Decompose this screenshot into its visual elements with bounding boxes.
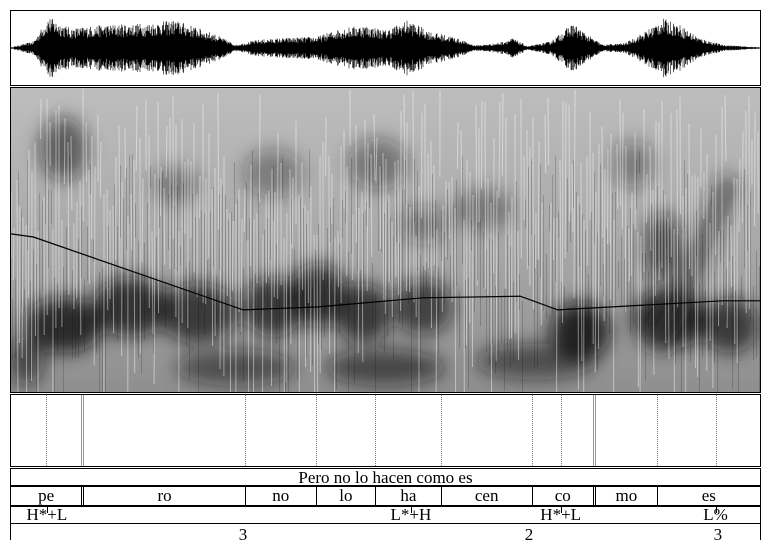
boundary-mark: [531, 395, 533, 466]
spectrogram-energy-region: [610, 140, 655, 188]
spectrogram-formant-rise: [641, 173, 742, 354]
break-index-label[interactable]: 3: [713, 525, 723, 544]
break-index-tier: 3 2 3: [10, 523, 761, 544]
spectrogram-energy-region: [39, 116, 88, 181]
boundary-mark: [244, 395, 246, 466]
spectrogram-striations-dark: [12, 149, 760, 392]
pitch-contour: [11, 233, 760, 311]
spectrogram-energy-region: [348, 138, 408, 190]
spectrogram-energy-region: [11, 337, 44, 386]
syllable-interval[interactable]: mo: [593, 487, 657, 505]
tone-point-mark: [411, 507, 412, 513]
break-index-label[interactable]: 3: [238, 525, 248, 544]
tone-point-mark: [560, 507, 562, 513]
spectrogram-energy-region: [243, 149, 304, 198]
spectrogram-energy-region: [393, 278, 453, 335]
boundary-mark: [375, 395, 376, 466]
spectrogram-energy-region: [325, 349, 446, 386]
sentence-tier: Pero no lo hacen como es: [10, 468, 761, 487]
boundary-mark: [656, 395, 658, 466]
tone-point-mark: [715, 507, 717, 513]
boundary-marks-panel: [10, 394, 761, 467]
spectrogram-energy-region: [23, 297, 104, 354]
syllable-interval[interactable]: cen: [440, 487, 532, 505]
waveform: [11, 18, 760, 78]
tone-label[interactable]: L%: [703, 505, 728, 524]
tone-tier: H*+L L*+H H*+L L%: [10, 506, 761, 523]
spectrogram-energy-region: [399, 204, 447, 245]
syllable-tier: pe ro no lo ha cen co mo es: [10, 486, 761, 506]
tone-point-mark: [47, 507, 48, 513]
boundary-mark: [715, 395, 717, 466]
spectrogram-energy-region: [92, 276, 169, 337]
syllable-interval[interactable]: pe: [38, 486, 55, 505]
syllable-interval[interactable]: es: [656, 487, 760, 505]
spectrogram-energy-region: [151, 165, 200, 206]
waveform-panel: [10, 10, 761, 86]
spectrogram-energy-region: [475, 343, 596, 380]
tone-label[interactable]: H*+L: [540, 505, 582, 524]
syllable-interval[interactable]: co: [531, 487, 593, 505]
spectrogram-energy-region: [243, 276, 304, 337]
syllable-interval[interactable]: lo: [315, 487, 375, 505]
tone-label[interactable]: L*+H: [390, 505, 432, 524]
syllable-interval[interactable]: no: [244, 487, 316, 505]
boundary-mark: [440, 395, 442, 466]
break-index-label[interactable]: 2: [524, 525, 534, 544]
spectrogram-energy-region: [175, 349, 296, 386]
spectrogram-energy-region: [702, 297, 758, 354]
syllable-interval[interactable]: ha: [375, 487, 441, 505]
boundary-mark: [560, 395, 562, 466]
spectrogram-energy-region: [644, 212, 681, 281]
sentence-label: Pero no lo hacen como es: [298, 468, 473, 487]
spectrogram-energy-region: [452, 187, 513, 232]
boundary-mark: [593, 395, 596, 466]
spectrogram-panel: [10, 87, 761, 393]
boundary-mark: [315, 395, 317, 466]
spectrogram-striations-light: [11, 88, 759, 392]
spectrogram-energy-region: [335, 283, 391, 343]
syllable-interval[interactable]: ro: [81, 487, 244, 505]
spectrogram-energy-region: [158, 283, 239, 343]
spectrogram-energy-region: [290, 262, 347, 327]
boundary-mark: [46, 395, 48, 466]
tone-label[interactable]: H*+L: [26, 505, 68, 524]
boundary-mark: [81, 395, 85, 466]
spectrogram: [11, 88, 760, 392]
